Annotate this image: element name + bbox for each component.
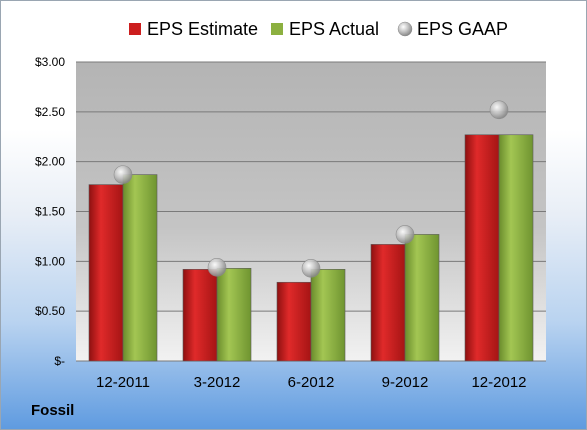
y-tick-label: $1.00	[35, 254, 65, 268]
legend-swatch-estimate	[129, 23, 141, 35]
bar-eps-estimate	[182, 269, 218, 362]
bar-eps-actual	[404, 234, 440, 362]
legend-marker-gaap	[397, 21, 413, 37]
marker-eps-gaap	[207, 258, 227, 277]
marker-eps-gaap	[395, 225, 415, 244]
x-tick-label: 6-2012	[288, 374, 335, 391]
y-tick-label: $2.50	[35, 105, 65, 119]
bar-eps-estimate	[370, 244, 406, 362]
company-name: Fossil	[31, 402, 75, 419]
bar-eps-actual	[122, 174, 158, 362]
x-tick-label: 9-2012	[382, 374, 429, 391]
marker-eps-gaap	[489, 100, 509, 120]
marker-eps-gaap	[113, 165, 133, 184]
bar-eps-estimate	[276, 281, 312, 362]
legend-label: EPS Estimate	[147, 19, 258, 39]
y-tick-label: $-	[54, 354, 65, 368]
y-tick-label: $3.00	[35, 55, 65, 69]
bar-eps-actual	[498, 134, 534, 362]
x-tick-label: 3-2012	[194, 374, 241, 391]
bar-eps-actual	[216, 268, 252, 362]
marker-eps-gaap	[301, 259, 321, 278]
legend-label: EPS GAAP	[417, 19, 508, 39]
legend-swatch-actual	[271, 23, 283, 35]
legend-label: EPS Actual	[289, 19, 379, 39]
x-tick-label: 12-2011	[96, 374, 150, 391]
bar-eps-estimate	[464, 134, 500, 362]
y-tick-label: $1.50	[35, 205, 65, 219]
x-tick-label: 12-2012	[471, 374, 526, 391]
y-tick-label: $0.50	[35, 304, 65, 318]
y-tick-label: $2.00	[35, 155, 65, 169]
bar-eps-estimate	[88, 184, 124, 362]
bar-eps-actual	[310, 269, 346, 362]
